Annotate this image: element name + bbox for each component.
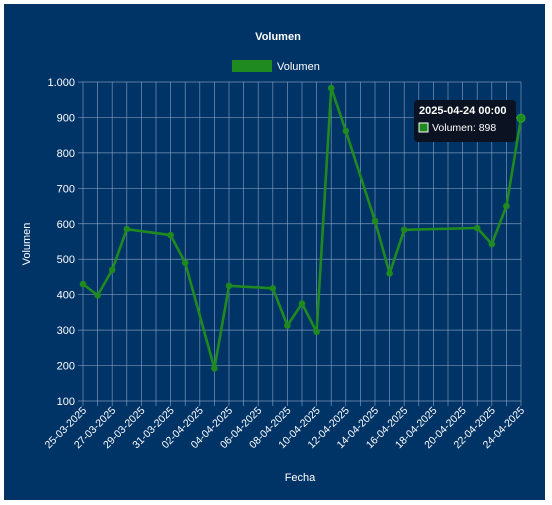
data-point: [400, 226, 408, 234]
y-tick-label: 600: [57, 219, 75, 231]
data-point: [503, 202, 510, 210]
volume-line-chart: Volumen Volumen 100 200 300 400 500 600 700 800…: [21, 31, 528, 484]
y-tick-label: 300: [57, 325, 75, 337]
y-tick-label: 800: [57, 148, 75, 160]
data-point: [488, 240, 496, 248]
data-point: [211, 365, 218, 372]
y-tick-label: 500: [57, 254, 75, 266]
y-axis-label: Volumen: [21, 223, 33, 266]
data-point: [123, 225, 131, 233]
data-point: [327, 84, 335, 92]
x-axis-ticks: 25-03-202527-03-202529-03-202531-03-2025…: [43, 405, 528, 452]
data-point: [94, 292, 101, 299]
y-tick-label: 900: [57, 112, 75, 124]
data-point: [269, 284, 277, 292]
x-axis-label: Fecha: [285, 472, 316, 484]
data-point: [181, 259, 189, 267]
data-point: [371, 217, 379, 225]
tooltip-label: Volumen: 898: [432, 122, 496, 134]
y-axis-ticks: 100 200 300 400 500 600 700 800 900 1.000: [47, 77, 75, 408]
y-tick-label: 100: [57, 396, 75, 408]
tooltip-title: 2025-04-24 00:00: [419, 105, 506, 117]
data-point: [225, 282, 233, 290]
legend-label: Volumen: [277, 61, 320, 73]
y-tick-label: 200: [57, 361, 75, 373]
data-point: [298, 300, 306, 307]
chart-panel: Volumen Volumen 100 200 300 400 500 600 700 800…: [4, 4, 545, 500]
series-volumen: [79, 84, 526, 372]
y-tick-label: 700: [57, 183, 75, 195]
chart-title: Volumen: [255, 31, 301, 43]
data-point: [473, 224, 481, 232]
y-tick-label: 400: [57, 290, 75, 302]
data-point: [342, 127, 350, 135]
legend-swatch: [232, 60, 272, 72]
y-tick-label: 1.000: [47, 77, 75, 89]
data-point: [79, 280, 87, 288]
data-point: [284, 322, 291, 329]
data-point: [167, 231, 174, 239]
data-point: [313, 328, 320, 336]
tooltip-box: [414, 100, 516, 142]
data-point: [516, 113, 526, 123]
grid-lines: [78, 81, 522, 406]
tooltip-swatch: [418, 122, 429, 133]
legend[interactable]: Volumen: [232, 60, 320, 73]
data-point: [108, 266, 116, 274]
data-point: [386, 270, 393, 277]
tooltip: 2025-04-24 00:00 Volumen: 898: [414, 100, 516, 142]
